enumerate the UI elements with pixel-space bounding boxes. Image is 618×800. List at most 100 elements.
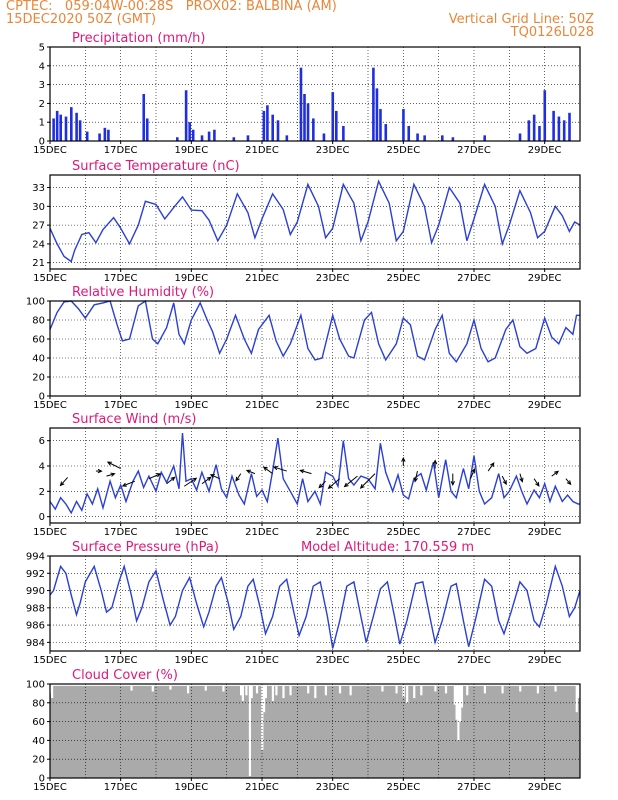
precipitation-bar <box>266 105 269 141</box>
y-tick-label: 0 <box>39 137 45 148</box>
wind-arrow-head <box>209 474 215 479</box>
wind-arrow-head <box>343 482 349 488</box>
wind-arrow-head <box>235 476 240 482</box>
cloud-cover-gap <box>250 685 253 699</box>
wind-arrow <box>263 466 273 475</box>
wind-arrow <box>470 468 475 479</box>
wind-arrow <box>60 477 69 486</box>
x-tick-label: 21DEC <box>245 145 279 156</box>
x-tick-label: 27DEC <box>457 400 491 411</box>
precipitation-bar <box>416 133 419 141</box>
x-tick-label: 27DEC <box>457 782 491 793</box>
y-tick-label: 60 <box>32 335 45 346</box>
x-tick-label: 29DEC <box>528 400 562 411</box>
x-tick-label: 21DEC <box>245 400 279 411</box>
precipitation-bar <box>451 137 455 141</box>
humidity-series-line <box>49 299 580 364</box>
cloud-cover-gap <box>457 685 460 741</box>
cloud-cover-gap <box>314 685 317 699</box>
precipitation-bar <box>52 118 55 141</box>
x-tick-label: 21DEC <box>245 527 279 538</box>
x-tick-label: 23DEC <box>316 273 350 284</box>
wind-series-line <box>49 433 580 515</box>
precipitation-bar <box>532 114 536 141</box>
pressure-title: Surface Pressure (hPa) <box>72 540 219 555</box>
cloud-cover-gap <box>554 685 557 692</box>
wind-arrow-head <box>359 484 365 489</box>
humidity-frame <box>49 300 581 397</box>
x-tick-label: 19DEC <box>174 400 208 411</box>
y-tick-label: 0 <box>39 512 45 523</box>
temperature-series-line <box>49 179 581 263</box>
precipitation-bar <box>213 129 216 141</box>
y-tick-label: 40 <box>32 354 45 365</box>
y-tick-label: 80 <box>32 316 45 327</box>
precipitation-frame <box>49 46 581 142</box>
wind-arrow <box>318 480 326 488</box>
cloud-cover-gap <box>501 685 504 694</box>
x-tick-label: 15DEC <box>33 527 67 538</box>
humidity-title: Relative Humidity (%) <box>72 285 214 300</box>
precipitation-bar <box>543 90 547 141</box>
cloud-cover-gap <box>289 685 292 696</box>
precipitation-bar <box>262 110 266 141</box>
wind-arrow-head <box>327 484 333 490</box>
precipitation-bar <box>527 120 531 141</box>
pressure-series-line <box>49 563 581 649</box>
y-tick-label: 990 <box>26 586 45 597</box>
y-tick-label: 0 <box>39 774 45 785</box>
temperature-frame <box>49 174 581 270</box>
cloud-cover-gap <box>262 685 266 713</box>
cloud-cover-gap <box>459 685 462 722</box>
cloud-cover-area <box>50 685 580 778</box>
wind-arrow <box>148 473 161 480</box>
precipitation-bar <box>299 67 303 141</box>
x-tick-label: 23DEC <box>316 400 350 411</box>
wind-arrow <box>501 475 507 485</box>
x-tick-label: 23DEC <box>316 145 350 156</box>
wind-arrow-head <box>245 469 251 474</box>
wind-arrow <box>300 469 312 475</box>
x-tick-label: 29DEC <box>528 527 562 538</box>
y-tick-label: 988 <box>26 603 45 614</box>
cloud-cover-gap <box>483 685 486 694</box>
wind-arrow <box>183 477 197 487</box>
wind-arrow <box>551 470 559 477</box>
wind-arrow-head <box>156 473 162 478</box>
x-tick-label: 17DEC <box>104 400 138 411</box>
y-tick-label: 24 <box>32 239 45 250</box>
cloud-cover-gap <box>434 685 437 692</box>
wind-arrow-head <box>432 459 438 465</box>
y-tick-label: 6 <box>39 436 45 447</box>
precipitation-bar <box>331 92 335 141</box>
x-tick-label: 27DEC <box>457 655 491 666</box>
cloud-cover-gap <box>575 685 578 713</box>
x-tick-label: 19DEC <box>174 273 208 284</box>
cloud-cover-gap <box>264 685 267 699</box>
x-tick-label: 15DEC <box>33 145 67 156</box>
x-tick-label: 29DEC <box>528 145 562 156</box>
cloud-cover-gap <box>261 685 264 750</box>
y-tick-label: 3 <box>39 80 45 91</box>
wind-frame <box>49 427 581 524</box>
x-tick-label: 25DEC <box>386 782 420 793</box>
cloud-cover-gap <box>460 685 464 708</box>
wind-arrow <box>519 473 523 482</box>
wind-arrow-head <box>450 480 455 486</box>
wind-arrow-head <box>106 461 112 466</box>
cloud-cover-gap <box>187 685 190 694</box>
y-tick-label: 60 <box>32 717 45 728</box>
precipitation-bar <box>59 114 62 141</box>
cloud-cover-gap <box>420 685 423 696</box>
wind-arrow-head <box>318 483 324 489</box>
pressure-frame <box>49 555 581 652</box>
y-tick-label: 27 <box>32 221 45 232</box>
precipitation-bar <box>342 125 345 141</box>
precipitation-bar <box>538 125 541 141</box>
y-tick-label: 30 <box>32 202 45 213</box>
cloud-cover-gap <box>282 685 285 699</box>
precipitation-bar <box>379 109 382 141</box>
y-tick-label: 2 <box>39 487 45 498</box>
wind-arrow-head <box>535 481 540 487</box>
cloud-cover-gap <box>466 685 469 696</box>
